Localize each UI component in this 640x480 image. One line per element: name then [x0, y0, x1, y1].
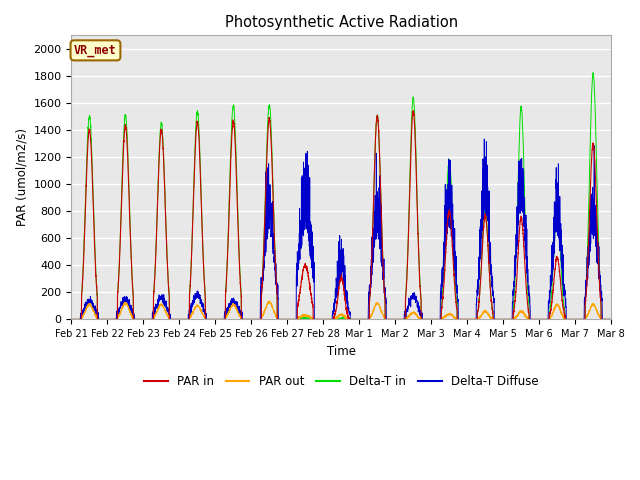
Title: Photosynthetic Active Radiation: Photosynthetic Active Radiation	[225, 15, 458, 30]
Legend: PAR in, PAR out, Delta-T in, Delta-T Diffuse: PAR in, PAR out, Delta-T in, Delta-T Dif…	[140, 371, 543, 393]
Y-axis label: PAR (umol/m2/s): PAR (umol/m2/s)	[15, 128, 28, 227]
X-axis label: Time: Time	[327, 345, 356, 358]
Text: VR_met: VR_met	[74, 44, 117, 57]
